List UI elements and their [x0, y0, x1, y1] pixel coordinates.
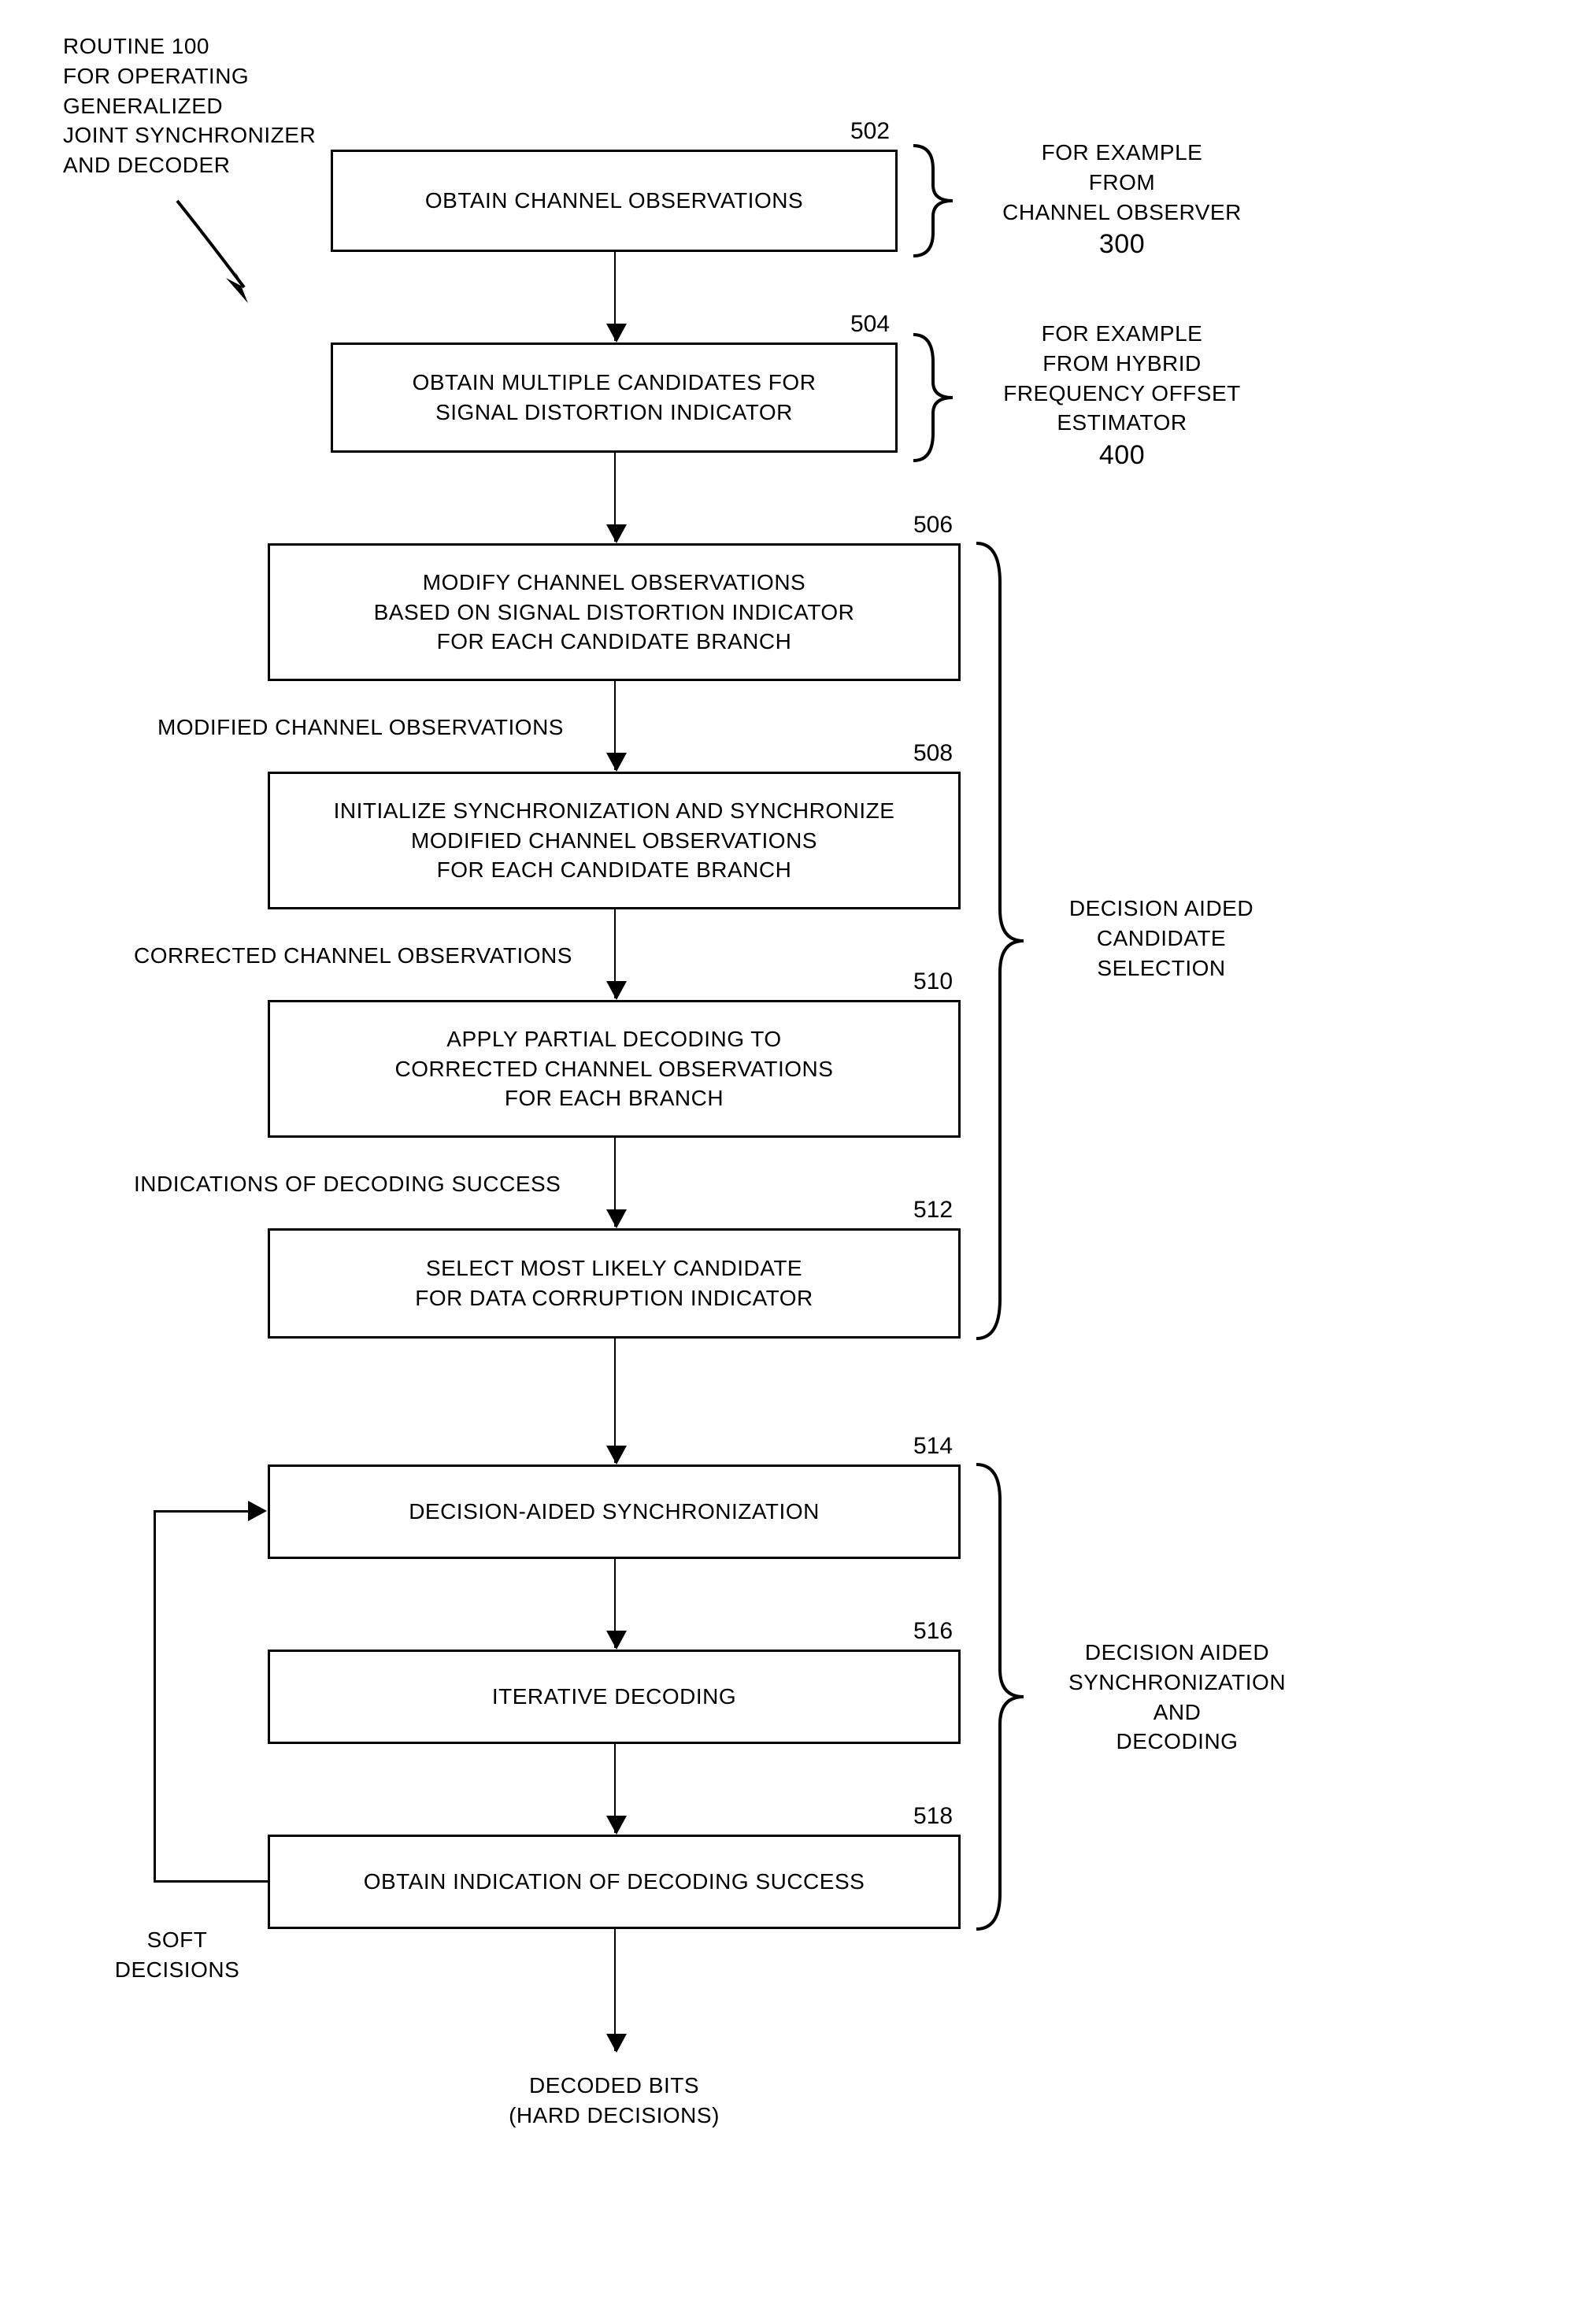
step-504-box: OBTAIN MULTIPLE CANDIDATES FOR SIGNAL DI…: [331, 343, 898, 453]
step-504-text: OBTAIN MULTIPLE CANDIDATES FOR SIGNAL DI…: [413, 368, 817, 428]
step-508-number: 508: [913, 740, 953, 767]
step-502-text: OBTAIN CHANNEL OBSERVATIONS: [425, 186, 803, 216]
title-line-5: AND DECODER: [63, 153, 230, 177]
step-510-text: APPLY PARTIAL DECODING TO CORRECTED CHAN…: [395, 1024, 834, 1113]
step-512-box: SELECT MOST LIKELY CANDIDATE FOR DATA CO…: [268, 1228, 961, 1339]
step-510-box: APPLY PARTIAL DECODING TO CORRECTED CHAN…: [268, 1000, 961, 1138]
step-508-text: INITIALIZE SYNCHRONIZATION AND SYNCHRONI…: [334, 796, 895, 885]
arrow-506-508: [614, 681, 616, 770]
output-label: DECODED BITS (HARD DECISIONS): [472, 2071, 756, 2131]
annotation-502: FOR EXAMPLE FROM CHANNEL OBSERVER 300: [972, 138, 1272, 263]
arrow-508-510: [614, 909, 616, 998]
edge-label-corrected: CORRECTED CHANNEL OBSERVATIONS: [134, 941, 572, 971]
annotation-502-ref: 300: [1099, 229, 1145, 259]
feedback-v: [154, 1510, 156, 1882]
arrow-502-504: [614, 252, 616, 341]
feedback-label: SOFT DECISIONS: [106, 1925, 248, 1985]
step-510-number: 510: [913, 968, 953, 995]
feedback-top-h: [154, 1510, 248, 1513]
brace-502: [909, 142, 957, 260]
annotation-504-l2: FROM HYBRID: [1042, 351, 1202, 376]
brace-504: [909, 331, 957, 465]
title-pointer-arrow: [169, 193, 272, 311]
step-516-number: 516: [913, 1618, 953, 1645]
title-line-3: GENERALIZED: [63, 94, 223, 118]
step-514-number: 514: [913, 1433, 953, 1460]
step-516-text: ITERATIVE DECODING: [492, 1682, 736, 1712]
flowchart-diagram: ROUTINE 100 FOR OPERATING GENERALIZED JO…: [31, 31, 1565, 2287]
arrow-518-output: [614, 1929, 616, 2051]
annotation-504-l1: FOR EXAMPLE: [1042, 321, 1203, 346]
step-514-box: DECISION-AIDED SYNCHRONIZATION: [268, 1464, 961, 1559]
step-504-number: 504: [850, 311, 890, 338]
feedback-arrowhead: [248, 1501, 267, 1521]
step-502-box: OBTAIN CHANNEL OBSERVATIONS: [331, 150, 898, 252]
step-518-number: 518: [913, 1803, 953, 1830]
step-514-text: DECISION-AIDED SYNCHRONIZATION: [409, 1497, 820, 1527]
title-line-1: ROUTINE 100: [63, 34, 209, 58]
step-518-box: OBTAIN INDICATION OF DECODING SUCCESS: [268, 1835, 961, 1929]
edge-label-indications: INDICATIONS OF DECODING SUCCESS: [134, 1169, 561, 1199]
step-508-box: INITIALIZE SYNCHRONIZATION AND SYNCHRONI…: [268, 772, 961, 909]
step-506-text: MODIFY CHANNEL OBSERVATIONS BASED ON SIG…: [374, 568, 855, 657]
annotation-504-ref: 400: [1099, 440, 1145, 470]
arrow-516-518: [614, 1744, 616, 1833]
brace-514-518: [972, 1457, 1028, 1937]
annotation-504: FOR EXAMPLE FROM HYBRID FREQUENCY OFFSET…: [972, 319, 1272, 474]
arrow-512-514: [614, 1339, 616, 1463]
step-512-text: SELECT MOST LIKELY CANDIDATE FOR DATA CO…: [415, 1253, 813, 1313]
diagram-title: ROUTINE 100 FOR OPERATING GENERALIZED JO…: [63, 31, 346, 180]
routine-number: 100: [172, 34, 209, 58]
step-512-number: 512: [913, 1197, 953, 1224]
step-502-number: 502: [850, 118, 890, 145]
arrow-510-512: [614, 1138, 616, 1227]
annotation-502-l2: FROM: [1089, 170, 1155, 194]
step-516-box: ITERATIVE DECODING: [268, 1650, 961, 1744]
annotation-502-l3: CHANNEL OBSERVER: [1002, 200, 1242, 224]
step-506-box: MODIFY CHANNEL OBSERVATIONS BASED ON SIG…: [268, 543, 961, 681]
annotation-506-512: DECISION AIDED CANDIDATE SELECTION: [1043, 894, 1279, 983]
annotation-514-518: DECISION AIDED SYNCHRONIZATION AND DECOD…: [1043, 1638, 1311, 1757]
annotation-502-l1: FOR EXAMPLE: [1042, 140, 1203, 165]
annotation-504-l4: ESTIMATOR: [1057, 410, 1187, 435]
title-line-2: FOR OPERATING: [63, 64, 249, 88]
arrow-514-516: [614, 1559, 616, 1648]
step-506-number: 506: [913, 512, 953, 539]
edge-label-modified: MODIFIED CHANNEL OBSERVATIONS: [157, 713, 564, 742]
brace-506-512: [972, 535, 1028, 1346]
annotation-504-l3: FREQUENCY OFFSET: [1003, 381, 1241, 405]
title-line-4: JOINT SYNCHRONIZER: [63, 123, 316, 147]
feedback-bottom-h: [154, 1880, 268, 1883]
arrow-504-506: [614, 453, 616, 542]
step-518-text: OBTAIN INDICATION OF DECODING SUCCESS: [364, 1867, 865, 1897]
